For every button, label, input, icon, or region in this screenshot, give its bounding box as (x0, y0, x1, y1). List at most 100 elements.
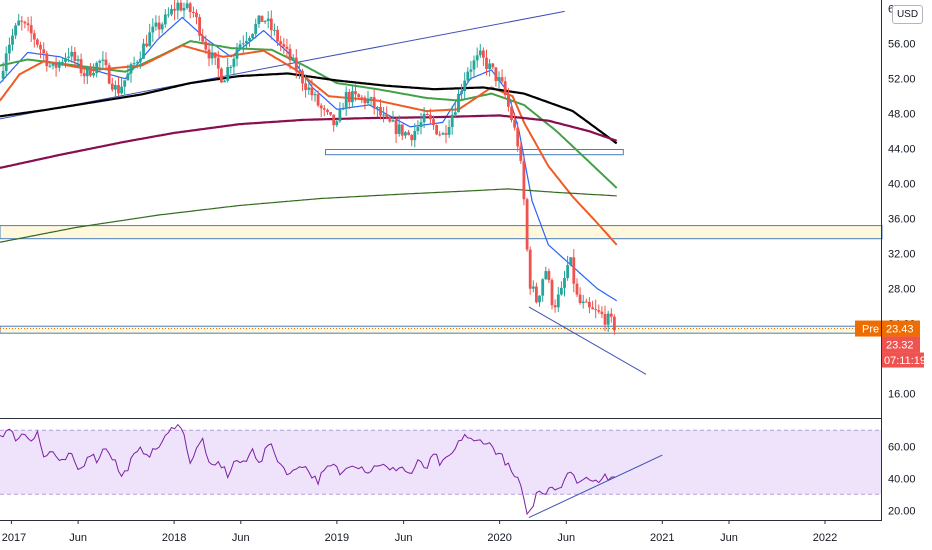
candle (229, 65, 233, 74)
candle-body (385, 114, 389, 118)
currency-button[interactable]: USD (892, 5, 923, 24)
candle-body (42, 49, 46, 54)
candle (379, 99, 382, 120)
candle-body (507, 95, 510, 107)
candle-body (581, 301, 585, 304)
candle-body (298, 71, 301, 72)
candle (269, 10, 273, 40)
candle (466, 67, 470, 84)
candle (497, 71, 501, 90)
candle (425, 112, 429, 116)
candle (110, 77, 114, 92)
candle-body (613, 316, 616, 331)
time-tick-label: Jun (720, 532, 738, 544)
candle (14, 23, 17, 40)
candle-body (64, 57, 67, 62)
candle-body (92, 73, 95, 76)
candle-body (326, 109, 329, 113)
candle (394, 117, 398, 143)
candle-body (23, 21, 27, 24)
candle (238, 40, 242, 51)
candle-body (544, 271, 548, 280)
candle-body (120, 86, 123, 94)
candle-body (322, 108, 326, 110)
candle-body (429, 114, 432, 120)
candle-body (360, 97, 364, 99)
candle-body (519, 146, 523, 161)
candle-body (563, 278, 566, 288)
candle-body (584, 301, 588, 303)
time-tick-label: 2018 (162, 532, 186, 544)
candle-body (107, 65, 111, 84)
candle (176, 0, 180, 20)
candle-body (363, 97, 367, 104)
candle (613, 314, 616, 335)
candle (332, 114, 336, 132)
candle-body (419, 122, 423, 127)
candle (67, 47, 70, 63)
candle (245, 32, 248, 48)
candle-body (457, 93, 460, 113)
candle-body (460, 91, 463, 94)
price-pane[interactable] (0, 0, 883, 375)
candle-body (485, 57, 488, 69)
candle-body (176, 2, 180, 11)
candle (316, 90, 320, 108)
candle-body (463, 80, 467, 92)
candle (400, 124, 404, 141)
candle (36, 38, 39, 48)
candle (42, 42, 46, 62)
candle (472, 55, 476, 78)
candle (39, 41, 42, 59)
trendline[interactable] (0, 10, 565, 120)
candle (201, 28, 205, 45)
candle-body (70, 51, 74, 57)
candle-body (142, 43, 145, 59)
rsi-trendline[interactable] (528, 454, 663, 519)
candle (48, 61, 52, 68)
pre-market-value-bg (882, 320, 920, 337)
candle (145, 34, 148, 48)
candle (457, 89, 460, 113)
candle-body (513, 120, 516, 128)
candle-body (344, 92, 348, 109)
candle-body (372, 97, 376, 109)
candle-body (276, 29, 279, 42)
candle (531, 280, 535, 293)
candle-body (472, 60, 476, 70)
rsi-pane[interactable] (0, 423, 882, 519)
rsi-axis[interactable]: 60.00 40.00 20.00 (888, 441, 916, 517)
candle-body (220, 68, 223, 83)
time-axis[interactable]: 2017 Jun 2018 Jun 2019 Jun 2020 Jun 2021 Jun 2022 (2, 520, 837, 544)
candle (322, 105, 326, 117)
candle (519, 141, 523, 164)
candle-body (609, 313, 613, 317)
candle-body (135, 62, 139, 64)
candle-body (376, 107, 379, 109)
candle (563, 270, 566, 297)
candle-body (36, 39, 39, 45)
candle (29, 16, 33, 42)
candle (469, 61, 473, 81)
candle (170, 4, 173, 17)
candle-body (591, 307, 594, 310)
candle (363, 95, 367, 110)
candle (204, 35, 208, 54)
candle (98, 59, 102, 72)
candle (51, 62, 55, 70)
candle (73, 47, 77, 68)
candle (313, 91, 317, 102)
candle-body (232, 58, 236, 67)
trendline[interactable] (528, 306, 647, 375)
rsi-tick-label: 40.00 (888, 473, 916, 485)
candle-body (332, 114, 336, 126)
price-tick-label: 56.00 (888, 39, 916, 51)
countdown-value: 07:11:19 (884, 355, 926, 367)
candle (126, 64, 130, 81)
candle (491, 63, 495, 70)
candle (263, 20, 267, 25)
time-tick-label: 2017 (2, 532, 26, 544)
candle-body (494, 67, 498, 81)
candle (251, 33, 254, 41)
